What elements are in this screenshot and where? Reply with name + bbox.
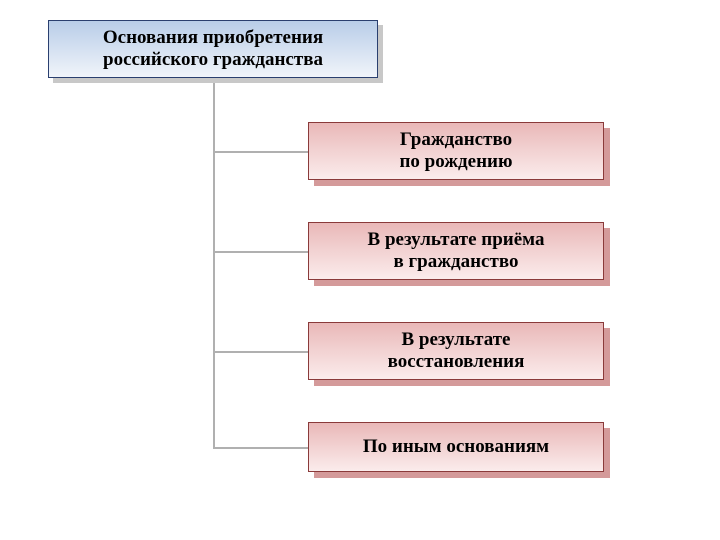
connector-branch-2 <box>213 351 308 353</box>
connector-trunk <box>213 78 215 449</box>
child-node-1: В результате приёма в гражданство <box>308 222 604 280</box>
child-0-line2: по рождению <box>399 151 512 173</box>
child-node-0: Гражданство по рождению <box>308 122 604 180</box>
child-1-line2: в гражданство <box>394 251 519 273</box>
connector-branch-1 <box>213 251 308 253</box>
root-node: Основания приобретения российского гражд… <box>48 20 378 78</box>
child-0-line1: Гражданство <box>400 129 512 151</box>
root-line1: Основания приобретения <box>103 27 323 49</box>
child-2-line1: В результате <box>401 329 510 351</box>
child-node-2: В результате восстановления <box>308 322 604 380</box>
connector-branch-0 <box>213 151 308 153</box>
connector-branch-3 <box>213 447 308 449</box>
root-line2: российского гражданства <box>103 49 323 71</box>
child-2-line2: восстановления <box>388 351 525 373</box>
child-node-3: По иным основаниям <box>308 422 604 472</box>
child-1-line1: В результате приёма <box>368 229 545 251</box>
child-3-line1: По иным основаниям <box>363 436 549 458</box>
